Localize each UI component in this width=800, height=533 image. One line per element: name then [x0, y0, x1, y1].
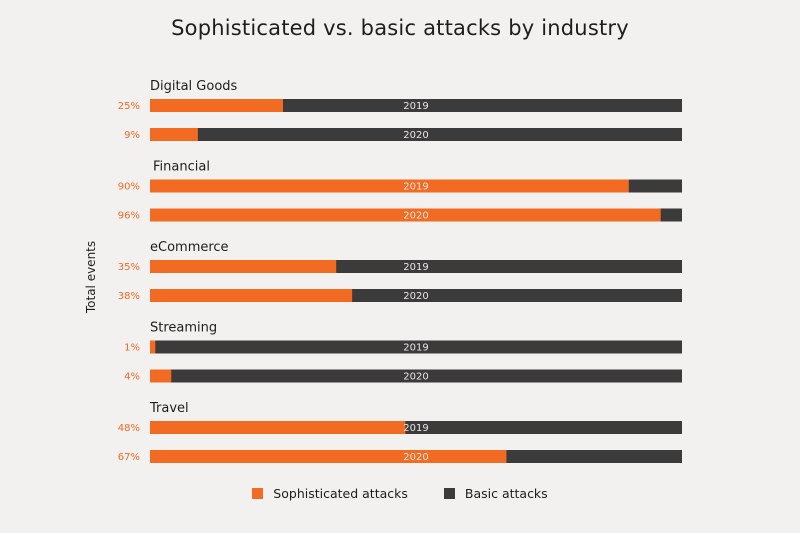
bar-sophisticated-digital-goods-2020 — [150, 128, 198, 141]
percent-label-ecommerce-2019: 35% — [118, 262, 140, 273]
group-label-streaming: Streaming — [150, 321, 217, 336]
bar-sophisticated-digital-goods-2019 — [150, 99, 283, 112]
legend-label-sophisticated: Sophisticated attacks — [273, 486, 408, 501]
group-label-travel: Travel — [149, 401, 189, 416]
legend: Sophisticated attacks Basic attacks — [0, 486, 800, 501]
legend-item-sophisticated: Sophisticated attacks — [252, 486, 408, 501]
legend-item-basic: Basic attacks — [443, 486, 548, 501]
bar-sophisticated-travel-2019 — [150, 421, 406, 434]
bar-basic-streaming-2019 — [150, 340, 682, 354]
group-label-ecommerce: eCommerce — [150, 240, 229, 255]
bar-sophisticated-ecommerce-2020 — [150, 289, 353, 302]
bar-sophisticated-ecommerce-2019 — [150, 260, 337, 273]
percent-label-streaming-2019: 1% — [124, 343, 140, 354]
bar-sophisticated-financial-2019 — [150, 179, 629, 193]
chart-title: Sophisticated vs. basic attacks by indus… — [171, 16, 629, 40]
percent-label-streaming-2020: 4% — [124, 372, 140, 383]
bar-sophisticated-travel-2020 — [150, 450, 507, 463]
year-label-financial-2019: 2019 — [403, 182, 428, 193]
bar-sophisticated-streaming-2019 — [150, 340, 156, 354]
year-label-ecommerce-2019: 2019 — [403, 262, 428, 273]
year-label-travel-2019: 2019 — [403, 423, 428, 434]
legend-label-basic: Basic attacks — [464, 486, 548, 501]
bar-sophisticated-financial-2020 — [150, 208, 661, 222]
group-label-digital-goods: Digital Goods — [150, 79, 238, 94]
year-label-digital-goods-2019: 2019 — [403, 101, 428, 112]
percent-label-travel-2020: 67% — [118, 452, 140, 463]
year-label-travel-2020: 2020 — [403, 452, 428, 463]
legend-swatch-basic — [443, 488, 455, 499]
percent-label-digital-goods-2020: 9% — [124, 130, 140, 141]
bar-basic-streaming-2020 — [150, 369, 682, 383]
year-label-digital-goods-2020: 2020 — [403, 130, 428, 141]
percent-label-financial-2020: 96% — [118, 211, 140, 222]
percent-label-financial-2019: 90% — [118, 182, 140, 193]
percent-label-ecommerce-2020: 38% — [118, 291, 140, 302]
bar-basic-digital-goods-2020 — [150, 128, 682, 141]
percent-label-digital-goods-2019: 25% — [118, 101, 140, 112]
group-label-financial: Financial — [153, 160, 210, 175]
year-label-ecommerce-2020: 2020 — [403, 291, 428, 302]
year-label-streaming-2019: 2019 — [403, 343, 428, 354]
year-label-financial-2020: 2020 — [403, 211, 428, 222]
year-label-streaming-2020: 2020 — [403, 372, 428, 383]
percent-label-travel-2019: 48% — [118, 423, 140, 434]
bar-sophisticated-streaming-2020 — [150, 369, 172, 383]
legend-swatch-sophisticated — [252, 488, 264, 499]
